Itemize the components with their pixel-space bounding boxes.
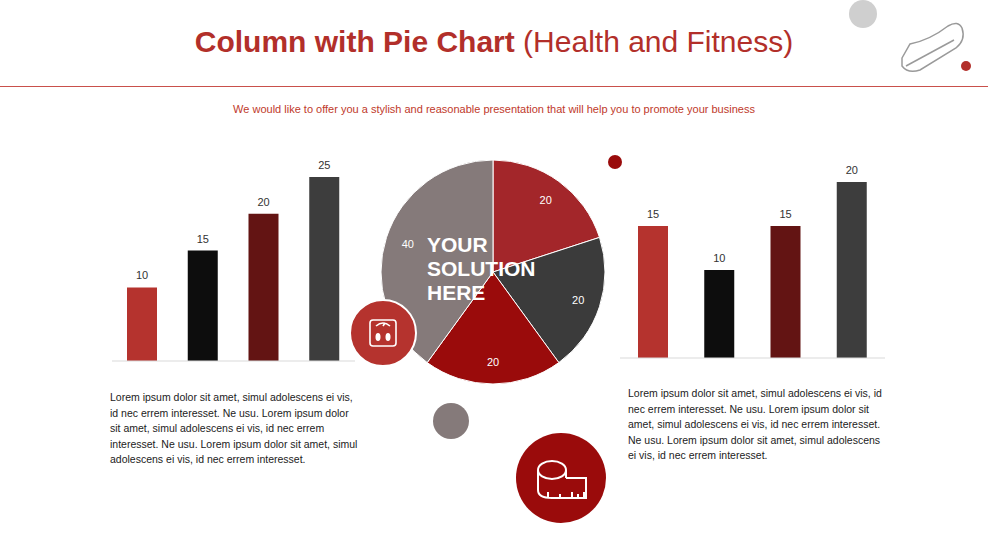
svg-text:20: 20 — [487, 356, 499, 368]
html-text:YOUR: YOUR — [427, 233, 488, 256]
html-text:We would like to offer you a s: We would like to offer you a stylish and… — [233, 103, 755, 115]
svg-text:20: 20 — [572, 294, 584, 306]
svg-text:15: 15 — [197, 233, 209, 245]
html-text:Lorem ipsum dolor sit amet, si: Lorem ipsum dolor sit amet, simul adoles… — [110, 391, 358, 465]
svg-text:20: 20 — [257, 196, 269, 208]
html-text:HERE: HERE — [427, 281, 486, 304]
svg-text:25: 25 — [318, 159, 330, 171]
html-text:Lorem ipsum dolor sit amet, si: Lorem ipsum dolor sit amet, simul adoles… — [628, 387, 882, 461]
svg-text:15: 15 — [779, 208, 791, 220]
svg-text:20: 20 — [846, 164, 858, 176]
svg-text:10: 10 — [713, 252, 725, 264]
html-text:Column with Pie Chart (Health: Column with Pie Chart (Health and Fitnes… — [194, 25, 794, 58]
svg-text:15: 15 — [647, 208, 659, 220]
svg-text:10: 10 — [136, 269, 148, 281]
svg-text:20: 20 — [540, 194, 552, 206]
svg-text:40: 40 — [402, 238, 414, 250]
html-text:SOLUTION: SOLUTION — [427, 257, 536, 280]
